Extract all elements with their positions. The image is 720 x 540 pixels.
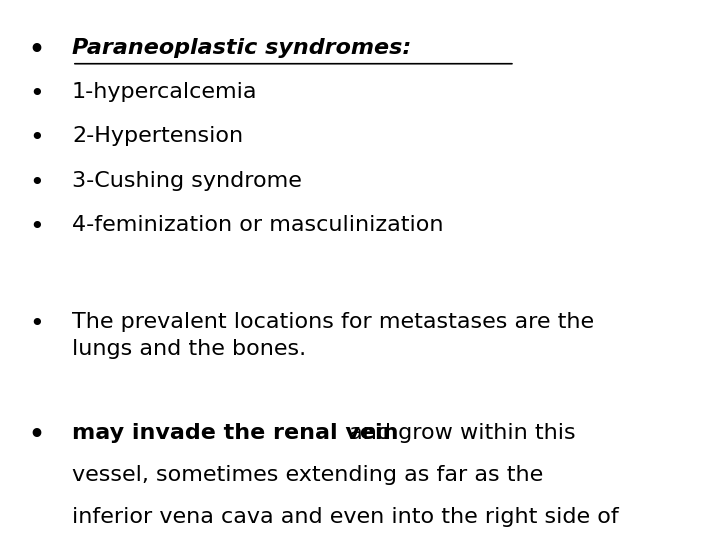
Text: 4-feminization or masculinization: 4-feminization or masculinization [72,215,444,235]
Text: •: • [29,171,43,194]
Text: may invade the renal vein: may invade the renal vein [72,423,398,443]
Text: •: • [29,38,45,62]
Text: 2-Hypertension: 2-Hypertension [72,126,243,146]
Text: •: • [29,312,43,336]
Text: •: • [29,82,43,106]
Text: The prevalent locations for metastases are the
lungs and the bones.: The prevalent locations for metastases a… [72,312,594,359]
Text: vessel, sometimes extending as far as the: vessel, sometimes extending as far as th… [72,465,544,485]
Text: •: • [29,423,45,447]
Text: and grow within this: and grow within this [342,423,575,443]
Text: 1-hypercalcemia: 1-hypercalcemia [72,82,258,102]
Text: inferior vena cava and even into the right side of: inferior vena cava and even into the rig… [72,507,618,527]
Text: 3-Cushing syndrome: 3-Cushing syndrome [72,171,302,191]
Text: •: • [29,126,43,150]
Text: Paraneoplastic syndromes:: Paraneoplastic syndromes: [72,38,411,58]
Text: •: • [29,215,43,239]
